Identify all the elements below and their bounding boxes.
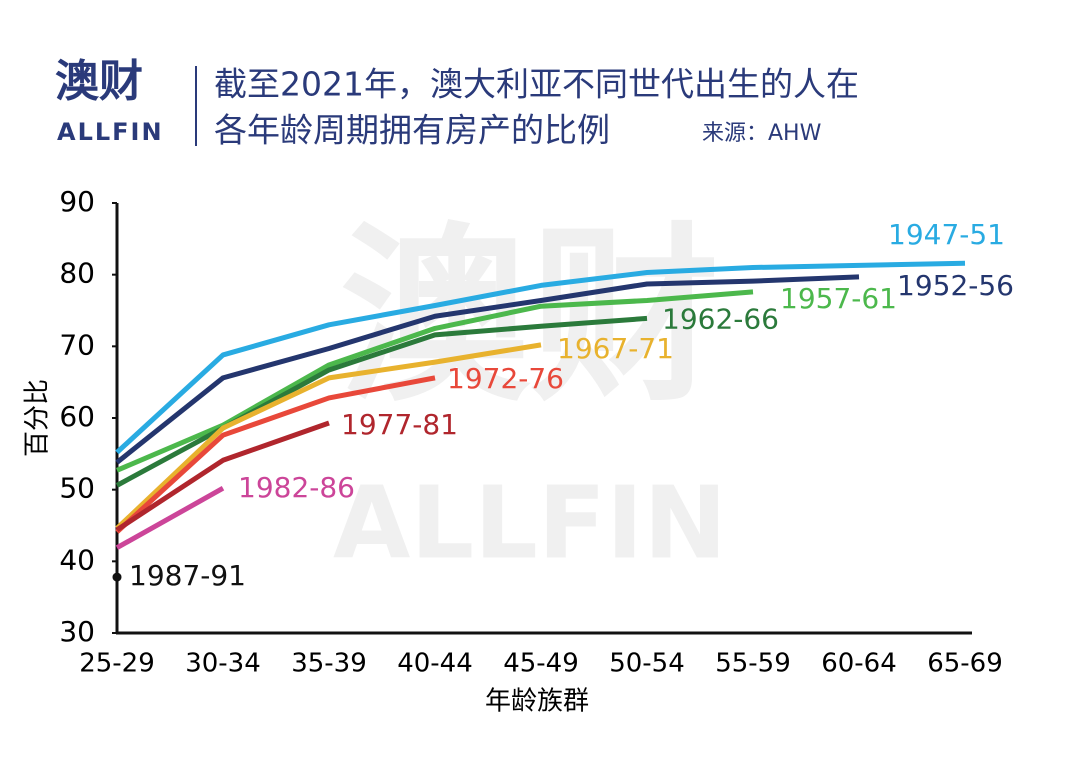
series-label: 1957-61 [780, 282, 897, 315]
x-tick-label: 60-64 [821, 649, 897, 679]
series-line [115, 342, 542, 531]
series-line [115, 315, 648, 488]
series-label: 1967-71 [557, 332, 674, 365]
y-tick-label: 40 [59, 543, 95, 576]
series-label: 1972-76 [447, 362, 564, 395]
series-line [115, 274, 860, 465]
watermark: 澳财 [340, 206, 720, 427]
logo-sub: ALLFIN [57, 118, 164, 146]
series-label: 1947-51 [888, 218, 1005, 251]
x-tick-label: 30-34 [185, 649, 261, 679]
source: 来源：AHW [702, 121, 822, 146]
y-tick-label: 90 [59, 185, 95, 218]
series-point [112, 572, 122, 582]
y-axis-label: 百分比 [23, 379, 53, 457]
x-tick-label: 40-44 [397, 649, 473, 679]
watermark: ALLFIN [333, 464, 727, 581]
series-label: 1982-86 [238, 471, 355, 504]
series-line [115, 486, 225, 550]
x-tick-label: 55-59 [715, 649, 791, 679]
series-label: 1962-66 [662, 302, 779, 335]
x-tick-label: 35-39 [291, 649, 367, 679]
y-tick-label: 30 [59, 615, 95, 648]
series-line [116, 289, 754, 473]
series-label: 1977-81 [341, 408, 458, 441]
title-line: 各年龄周期拥有房产的比例 [214, 111, 610, 150]
logo: 澳财 [55, 56, 143, 107]
y-tick-label: 70 [59, 328, 95, 361]
series-line [115, 260, 966, 455]
series-line [115, 375, 436, 534]
title-line: 截至2021年，澳大利亚不同世代出生的人在 [214, 65, 859, 104]
y-tick-label: 60 [59, 400, 95, 433]
x-tick-label: 45-49 [503, 649, 579, 679]
y-tick-label: 50 [59, 472, 95, 505]
series-line [115, 420, 330, 532]
x-tick-label: 65-69 [927, 649, 1003, 679]
series-label: 1952-56 [897, 269, 1014, 302]
series-label: 1987-91 [129, 559, 246, 592]
x-axis-label: 年龄族群 [485, 687, 589, 717]
x-tick-label: 25-29 [79, 649, 155, 679]
y-tick-label: 80 [59, 257, 95, 290]
x-tick-label: 50-54 [609, 649, 685, 679]
